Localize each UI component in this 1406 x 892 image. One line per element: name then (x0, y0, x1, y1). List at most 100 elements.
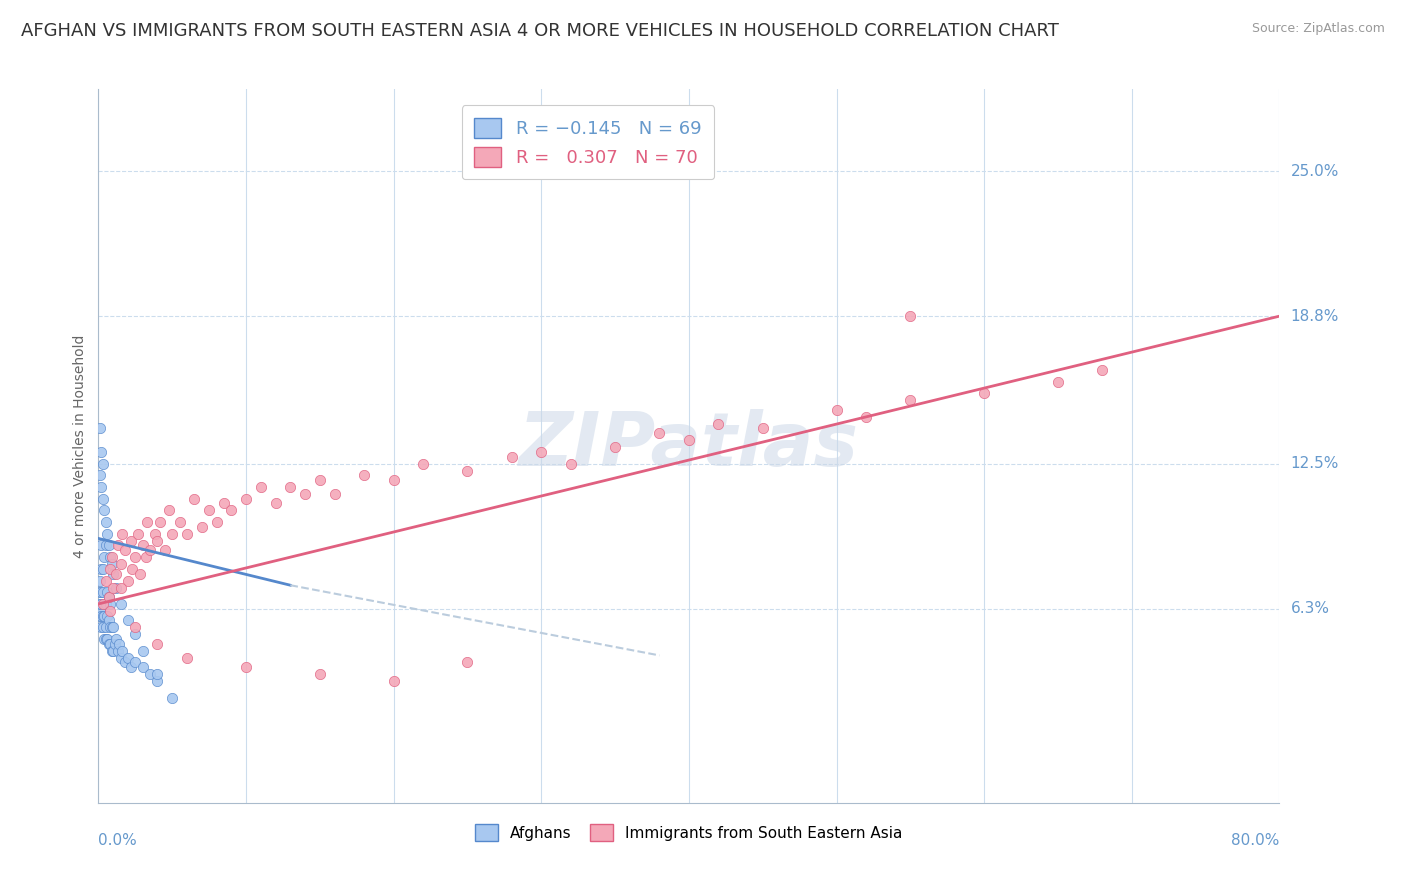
Point (98, 550, 121, 565)
Point (120, 660, 142, 674)
Point (111, 644, 134, 658)
Point (89, 597, 111, 611)
Point (117, 574, 139, 588)
Point (98, 620, 121, 634)
Point (103, 581, 125, 595)
Point (117, 613, 139, 627)
Point (169, 515, 191, 529)
Point (90, 608, 112, 623)
Point (111, 526, 134, 541)
Point (89, 608, 111, 623)
Point (457, 656, 479, 670)
Point (530, 445, 553, 459)
Point (98, 562, 121, 576)
Point (94, 538, 117, 552)
Point (110, 581, 132, 595)
Point (96, 526, 118, 541)
Point (107, 644, 129, 658)
Point (89, 468, 111, 483)
Point (89, 574, 111, 588)
Point (855, 409, 877, 424)
Point (97, 637, 120, 651)
Point (91, 585, 114, 599)
Point (605, 440, 627, 454)
Point (309, 667, 332, 681)
Point (560, 457, 582, 471)
Point (91, 562, 114, 576)
Point (235, 660, 257, 674)
Text: 12.5%: 12.5% (1291, 456, 1339, 471)
Point (149, 515, 172, 529)
Point (146, 667, 169, 681)
Text: 25.0%: 25.0% (1291, 163, 1339, 178)
Point (98, 637, 121, 651)
Point (353, 468, 375, 483)
Point (221, 503, 243, 517)
Point (121, 562, 143, 576)
Point (153, 543, 176, 558)
Point (91, 457, 114, 471)
Point (114, 543, 136, 558)
Point (91, 491, 114, 506)
Point (100, 644, 122, 658)
Point (1091, 363, 1114, 377)
Point (132, 644, 155, 658)
Text: AFGHAN VS IMMIGRANTS FROM SOUTH EASTERN ASIA 4 OR MORE VEHICLES IN HOUSEHOLD COR: AFGHAN VS IMMIGRANTS FROM SOUTH EASTERN … (21, 22, 1059, 40)
Point (94, 515, 117, 529)
Y-axis label: 4 or more Vehicles in Household: 4 or more Vehicles in Household (73, 334, 87, 558)
Point (100, 550, 122, 565)
Point (1046, 375, 1070, 389)
Point (105, 566, 128, 581)
Point (205, 515, 228, 529)
Text: Source: ZipAtlas.com: Source: ZipAtlas.com (1251, 22, 1385, 36)
Point (382, 473, 405, 487)
Point (136, 515, 159, 529)
Point (900, 309, 922, 323)
Point (212, 496, 235, 510)
Point (110, 557, 132, 571)
Point (96, 585, 118, 599)
Point (162, 690, 183, 705)
Text: 6.3%: 6.3% (1291, 601, 1330, 616)
Text: 80.0%: 80.0% (1232, 833, 1279, 848)
Point (139, 667, 162, 681)
Point (94, 632, 117, 646)
Point (162, 526, 183, 541)
Point (108, 637, 131, 651)
Point (90, 445, 112, 459)
Point (90, 562, 112, 576)
Point (128, 566, 150, 581)
Text: 0.0%: 0.0% (98, 833, 138, 848)
Point (139, 543, 162, 558)
Point (91, 608, 114, 623)
Point (382, 674, 405, 689)
Point (110, 597, 132, 611)
Point (91, 620, 114, 634)
Point (124, 627, 146, 641)
Point (900, 393, 922, 408)
Point (146, 674, 169, 689)
Point (323, 487, 346, 501)
Point (294, 487, 316, 501)
Point (117, 650, 139, 665)
Point (93, 503, 115, 517)
Point (98, 604, 121, 618)
Point (104, 637, 127, 651)
Point (90, 585, 112, 599)
Point (678, 433, 700, 447)
Point (89, 604, 111, 618)
Point (105, 632, 128, 646)
Point (89, 585, 111, 599)
Legend: Afghans, Immigrants from South Eastern Asia: Afghans, Immigrants from South Eastern A… (468, 817, 910, 848)
Point (90, 597, 112, 611)
Point (97, 590, 120, 604)
Point (93, 608, 115, 623)
Point (132, 538, 155, 552)
Point (120, 533, 142, 548)
Point (146, 533, 169, 548)
Point (973, 386, 995, 401)
Point (707, 417, 730, 431)
Point (264, 496, 287, 510)
Point (94, 597, 117, 611)
Point (98, 597, 121, 611)
